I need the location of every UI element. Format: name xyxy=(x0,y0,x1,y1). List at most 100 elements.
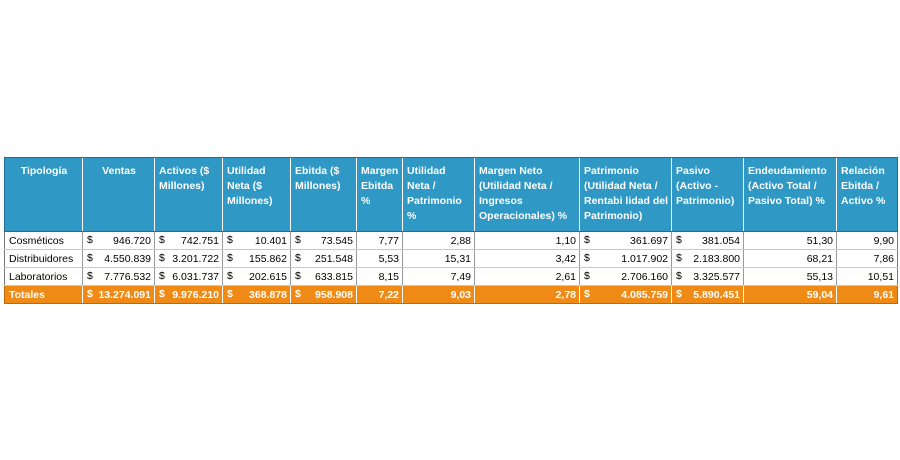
amount: 4.085.759 xyxy=(621,288,668,301)
currency-symbol: $ xyxy=(584,234,590,246)
table-row: Distribuidores $4.550.839 $3.201.722 $15… xyxy=(4,249,898,268)
cell-pasivo: $381.054 xyxy=(671,231,744,250)
amount: 4.550.839 xyxy=(104,252,151,265)
table-row: Laboratorios $7.776.532 $6.031.737 $202.… xyxy=(4,267,898,286)
cell-relacion-ebitda: 10,51 xyxy=(836,267,898,286)
cell-ebitda: $251.548 xyxy=(290,249,357,268)
cell-activos: $3.201.722 xyxy=(154,249,223,268)
cell-tipologia: Cosméticos xyxy=(4,231,83,250)
cell-utilidad-neta-patrimonio: 9,03 xyxy=(402,285,475,304)
cell-activos: $6.031.737 xyxy=(154,267,223,286)
amount: 368.878 xyxy=(249,288,287,301)
cell-patrimonio: $2.706.160 xyxy=(579,267,672,286)
cell-tipologia: Totales xyxy=(4,285,83,304)
cell-margen-ebitda: 7,22 xyxy=(356,285,403,304)
cell-margen-neto: 2,78 xyxy=(474,285,580,304)
currency-symbol: $ xyxy=(159,270,165,282)
currency-symbol: $ xyxy=(159,252,165,264)
amount: 5.890.451 xyxy=(693,288,740,301)
cell-patrimonio: $361.697 xyxy=(579,231,672,250)
cell-ventas: $7.776.532 xyxy=(82,267,155,286)
currency-symbol: $ xyxy=(584,288,590,300)
header-utilidad-neta: Utilidad Neta ($ Millones) xyxy=(222,157,291,232)
cell-patrimonio: $4.085.759 xyxy=(579,285,672,304)
cell-margen-neto: 1,10 xyxy=(474,231,580,250)
cell-ebitda: $958.908 xyxy=(290,285,357,304)
cell-relacion-ebitda: 9,61 xyxy=(836,285,898,304)
currency-symbol: $ xyxy=(584,270,590,282)
amount: 633.815 xyxy=(315,270,353,283)
amount: 1.017.902 xyxy=(621,252,668,265)
cell-margen-ebitda: 5,53 xyxy=(356,249,403,268)
currency-symbol: $ xyxy=(295,252,301,264)
cell-tipologia: Laboratorios xyxy=(4,267,83,286)
cell-relacion-ebitda: 7,86 xyxy=(836,249,898,268)
header-relacion-ebitda: Relación Ebitda / Activo % xyxy=(836,157,898,232)
header-margen-neto: Margen Neto (Utilidad Neta / Ingresos Op… xyxy=(474,157,580,232)
header-ebitda: Ebitda ($ Millones) xyxy=(290,157,357,232)
cell-utilidad-neta-patrimonio: 15,31 xyxy=(402,249,475,268)
amount: 946.720 xyxy=(113,234,151,247)
cell-utilidad-neta-patrimonio: 2,88 xyxy=(402,231,475,250)
currency-symbol: $ xyxy=(676,270,682,282)
amount: 2.183.800 xyxy=(693,252,740,265)
amount: 361.697 xyxy=(630,234,668,247)
currency-symbol: $ xyxy=(227,234,233,246)
currency-symbol: $ xyxy=(295,288,301,300)
cell-margen-ebitda: 8,15 xyxy=(356,267,403,286)
cell-patrimonio: $1.017.902 xyxy=(579,249,672,268)
cell-pasivo: $2.183.800 xyxy=(671,249,744,268)
amount: 202.615 xyxy=(249,270,287,283)
cell-ventas: $946.720 xyxy=(82,231,155,250)
currency-symbol: $ xyxy=(676,252,682,264)
cell-relacion-ebitda: 9,90 xyxy=(836,231,898,250)
cell-pasivo: $3.325.577 xyxy=(671,267,744,286)
cell-utilidad-neta-patrimonio: 7,49 xyxy=(402,267,475,286)
currency-symbol: $ xyxy=(87,288,93,300)
currency-symbol: $ xyxy=(159,234,165,246)
totals-row: Totales $13.274.091 $9.976.210 $368.878 … xyxy=(4,285,898,304)
amount: 958.908 xyxy=(315,288,353,301)
currency-symbol: $ xyxy=(295,270,301,282)
cell-endeudamiento: 55,13 xyxy=(743,267,837,286)
cell-activos: $9.976.210 xyxy=(154,285,223,304)
cell-utilidad-neta: $368.878 xyxy=(222,285,291,304)
amount: 9.976.210 xyxy=(172,288,219,301)
header-utilidad-neta-patrimonio: Utilidad Neta / Patrimonio % xyxy=(402,157,475,232)
currency-symbol: $ xyxy=(584,252,590,264)
cell-endeudamiento: 59,04 xyxy=(743,285,837,304)
amount: 742.751 xyxy=(181,234,219,247)
amount: 3.201.722 xyxy=(172,252,219,265)
amount: 13.274.091 xyxy=(98,288,151,301)
amount: 7.776.532 xyxy=(104,270,151,283)
cell-utilidad-neta: $155.862 xyxy=(222,249,291,268)
amount: 73.545 xyxy=(320,234,353,247)
header-margen-ebitda: Margen Ebitda % xyxy=(356,157,403,232)
cell-endeudamiento: 68,21 xyxy=(743,249,837,268)
amount: 251.548 xyxy=(315,252,353,265)
amount: 10.401 xyxy=(254,234,287,247)
currency-symbol: $ xyxy=(676,288,682,300)
currency-symbol: $ xyxy=(159,288,165,300)
cell-activos: $742.751 xyxy=(154,231,223,250)
currency-symbol: $ xyxy=(295,234,301,246)
amount: 3.325.577 xyxy=(693,270,740,283)
cell-tipologia: Distribuidores xyxy=(4,249,83,268)
header-ventas: Ventas xyxy=(82,157,155,232)
cell-endeudamiento: 51,30 xyxy=(743,231,837,250)
currency-symbol: $ xyxy=(227,270,233,282)
cell-margen-neto: 3,42 xyxy=(474,249,580,268)
cell-utilidad-neta: $202.615 xyxy=(222,267,291,286)
amount: 6.031.737 xyxy=(172,270,219,283)
cell-ventas: $4.550.839 xyxy=(82,249,155,268)
cell-utilidad-neta: $10.401 xyxy=(222,231,291,250)
header-endeudamiento: Endeudamiento (Activo Total / Pasivo Tot… xyxy=(743,157,837,232)
amount: 381.054 xyxy=(702,234,740,247)
currency-symbol: $ xyxy=(87,234,93,246)
cell-ebitda: $73.545 xyxy=(290,231,357,250)
currency-symbol: $ xyxy=(87,270,93,282)
header-pasivo: Pasivo (Activo - Patrimonio) xyxy=(671,157,744,232)
currency-symbol: $ xyxy=(227,288,233,300)
currency-symbol: $ xyxy=(87,252,93,264)
